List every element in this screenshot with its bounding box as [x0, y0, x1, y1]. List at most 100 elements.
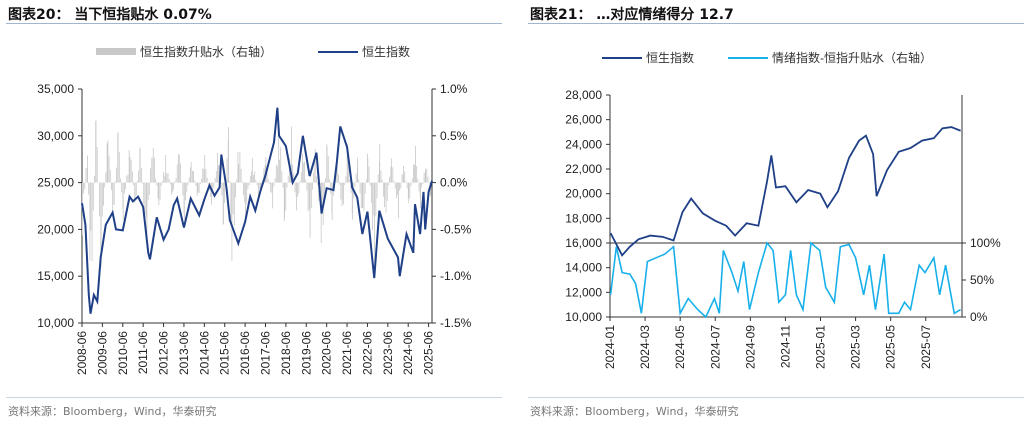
basis-bar: [415, 145, 416, 183]
basis-bar: [237, 152, 239, 183]
basis-bar: [156, 182, 158, 186]
basis-bar: [217, 152, 218, 183]
basis-bar: [113, 182, 115, 205]
x-tick-label: 2021-06: [340, 331, 354, 375]
x-tick-label: 2024-11: [778, 325, 792, 368]
basis-bar: [267, 179, 269, 183]
basis-bar: [340, 182, 342, 200]
basis-bar: [330, 182, 332, 194]
basis-bar: [171, 182, 173, 195]
basis-bar: [284, 182, 285, 218]
right-source-rule: [528, 397, 1024, 398]
basis-bar: [326, 146, 328, 183]
basis-bar: [417, 178, 419, 183]
basis-bar: [392, 167, 394, 183]
basis-bar: [373, 182, 375, 216]
basis-bar: [196, 182, 198, 196]
basis-bar: [367, 158, 369, 183]
basis-bar: [251, 171, 252, 183]
right-y-tick-label: 50%: [970, 273, 994, 287]
basis-bar: [191, 170, 193, 183]
basis-bar: [358, 179, 360, 183]
basis-bar: [106, 143, 108, 183]
basis-bar: [162, 181, 163, 183]
x-tick-label: 2015-06: [218, 331, 232, 375]
basis-bar: [315, 176, 317, 183]
basis-bar: [213, 182, 215, 188]
basis-bar: [255, 179, 257, 183]
basis-bar: [134, 182, 136, 199]
x-tick-label: 2011-06: [136, 331, 150, 374]
basis-bar: [137, 180, 138, 183]
legend-index-label: 恒生指数: [646, 50, 694, 65]
basis-bar: [420, 182, 421, 208]
right-y-tick-label: 0%: [970, 310, 988, 324]
basis-bar: [249, 175, 251, 183]
basis-bar: [393, 181, 395, 183]
basis-bar: [188, 177, 190, 183]
basis-bar: [300, 171, 302, 183]
right-y-tick-label: 0.5%: [440, 129, 468, 143]
basis-bar: [375, 182, 377, 217]
x-tick-label: 2017-06: [258, 331, 272, 375]
basis-bar: [304, 161, 305, 183]
basis-bar: [331, 182, 333, 220]
right-y-tick-label: -1.5%: [440, 316, 472, 330]
basis-bar: [286, 182, 288, 188]
basis-bar: [166, 173, 168, 183]
basis-bar: [187, 182, 189, 186]
basis-bar: [307, 182, 309, 212]
basis-bar: [139, 147, 141, 183]
x-tick-label: 2009-06: [95, 331, 109, 375]
basis-bar: [95, 120, 97, 183]
basis-bar: [372, 182, 374, 231]
x-tick-label: 2024-06: [401, 331, 415, 375]
basis-bar: [263, 168, 265, 183]
basis-bar: [131, 171, 133, 183]
basis-bar: [129, 156, 131, 183]
basis-bar: [143, 182, 145, 205]
basis-bar: [244, 182, 246, 203]
basis-bar: [91, 182, 93, 262]
basis-bar: [327, 156, 329, 183]
basis-bar: [314, 148, 316, 183]
x-tick-label: 2025-05: [884, 325, 898, 369]
basis-bar: [266, 166, 268, 183]
basis-bar: [236, 179, 238, 183]
basis-bar: [203, 169, 205, 183]
x-tick-label: 2010-06: [116, 331, 130, 375]
basis-bar: [278, 129, 280, 183]
basis-bar: [118, 151, 120, 183]
basis-bar: [85, 167, 87, 183]
basis-bar: [104, 182, 106, 188]
basis-bar: [90, 182, 92, 231]
legend-basis-label: 恒生指数升贴水（右轴）: [140, 44, 272, 59]
basis-bar: [212, 182, 214, 192]
left-y-tick-label: 22,000: [565, 162, 602, 176]
basis-bar: [164, 175, 166, 183]
basis-bar: [400, 182, 402, 189]
basis-bar: [107, 140, 109, 183]
basis-bar: [214, 177, 216, 183]
basis-bar: [350, 182, 352, 193]
basis-bar: [125, 182, 126, 189]
basis-bar: [87, 155, 88, 183]
basis-bar: [359, 182, 361, 194]
basis-bar: [285, 182, 287, 211]
left-title-rule: [6, 23, 502, 24]
basis-bar: [111, 182, 112, 191]
basis-bar: [257, 182, 259, 196]
basis-bar: [100, 182, 102, 267]
basis-bar: [279, 159, 280, 183]
basis-bar: [174, 181, 176, 183]
left-chart-title: 图表20： 当下恒指贴水 0.07%: [8, 7, 212, 23]
basis-bar: [130, 160, 132, 183]
basis-bar: [99, 182, 100, 217]
left-y-tick-label: 16,000: [565, 236, 602, 250]
basis-bar: [228, 127, 229, 183]
basis-bar: [201, 178, 202, 183]
basis-bar: [182, 182, 184, 196]
basis-bar: [261, 182, 262, 185]
basis-bar: [231, 182, 233, 261]
basis-bar: [374, 182, 376, 267]
